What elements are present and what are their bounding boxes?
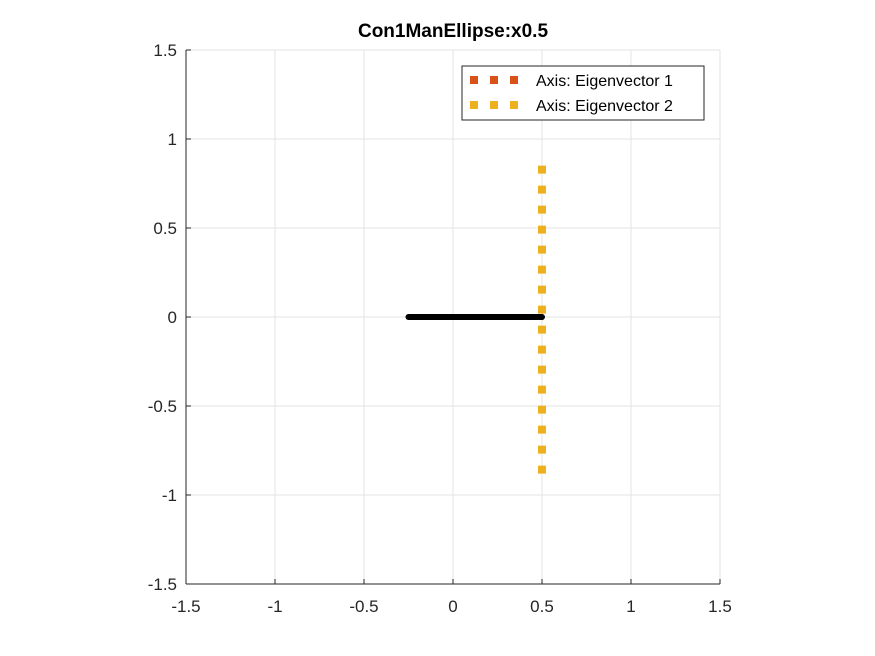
x-tick-label: 0	[448, 597, 457, 616]
plot-area	[405, 156, 546, 474]
tick-labels: -1.5 -1 -0.5 0 0.5 1 1.5 -1.5 -1 -0.5 0 0.5 1 1.5	[148, 41, 732, 616]
y-tick-label: 0	[168, 308, 177, 327]
legend-label: Axis: Eigenvector 2	[536, 98, 673, 115]
y-tick-label: 1.5	[153, 41, 177, 60]
axes-frame	[185, 49, 721, 585]
x-tick-label: 0.5	[530, 597, 554, 616]
x-tick-label: -1	[267, 597, 282, 616]
x-tick-label: -1.5	[171, 597, 200, 616]
legend-box	[461, 65, 705, 121]
x-tick-label: -0.5	[349, 597, 378, 616]
y-tick-label: -0.5	[148, 397, 177, 416]
legend-label: Axis: Eigenvector 1	[536, 73, 673, 90]
x-tick-label: 1.5	[708, 597, 732, 616]
y-tick-label: 0.5	[153, 219, 177, 238]
chart-title: Con1ManEllipse:x0.5	[358, 21, 548, 42]
y-tick-label: -1.5	[148, 575, 177, 594]
y-tick-label: 1	[168, 130, 177, 149]
x-tick-label: 1	[626, 597, 635, 616]
legend: Axis: Eigenvector 1 Axis: Eigenvector 2	[461, 65, 705, 121]
y-tick-label: -1	[162, 486, 177, 505]
